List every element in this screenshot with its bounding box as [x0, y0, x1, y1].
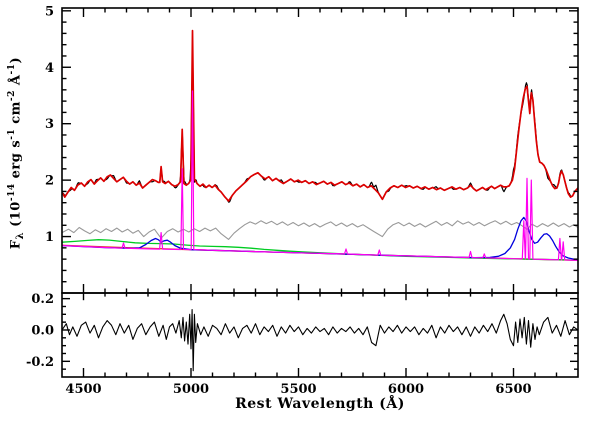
series-narrow-line-component	[62, 90, 578, 261]
series-broad-line-component	[62, 216, 578, 261]
series-host-galaxy-template	[62, 220, 578, 240]
x-tick-label: 5000	[173, 382, 209, 397]
series-feii-green-component	[62, 239, 578, 261]
bottom-panel-frame	[61, 292, 579, 378]
y-tick-label-top: 3	[45, 117, 54, 132]
tick-labels: 1 2 3 4 5 -0.2 0.0 0.2 4500 5000 5500 6000 6500	[26, 4, 532, 397]
axis-ticks	[62, 8, 578, 377]
x-tick-label: 4500	[65, 382, 101, 397]
x-tick-label: 5500	[280, 382, 316, 397]
y-tick-label-bottom: 0.0	[31, 323, 54, 338]
x-axis-label: Rest Wavelength (Å)	[235, 396, 405, 412]
y-tick-label-top: 1	[45, 230, 54, 245]
series-residuals	[62, 309, 578, 372]
y-tick-label-top: 5	[45, 4, 54, 19]
series-total-model	[62, 29, 578, 202]
x-tick-label: 6000	[388, 382, 424, 397]
y-tick-label-top: 4	[45, 61, 54, 76]
y-axis-label: Fλ (10-14 erg s-1 cm-2 Å-1)	[7, 56, 26, 250]
y-tick-label-bottom: 0.2	[31, 292, 54, 307]
y-tick-label-bottom: -0.2	[26, 355, 54, 370]
top-panel-frame	[61, 7, 579, 294]
series-observed-spectrum	[62, 53, 578, 203]
y-tick-label-top: 2	[45, 174, 54, 189]
x-tick-label: 6500	[495, 382, 531, 397]
